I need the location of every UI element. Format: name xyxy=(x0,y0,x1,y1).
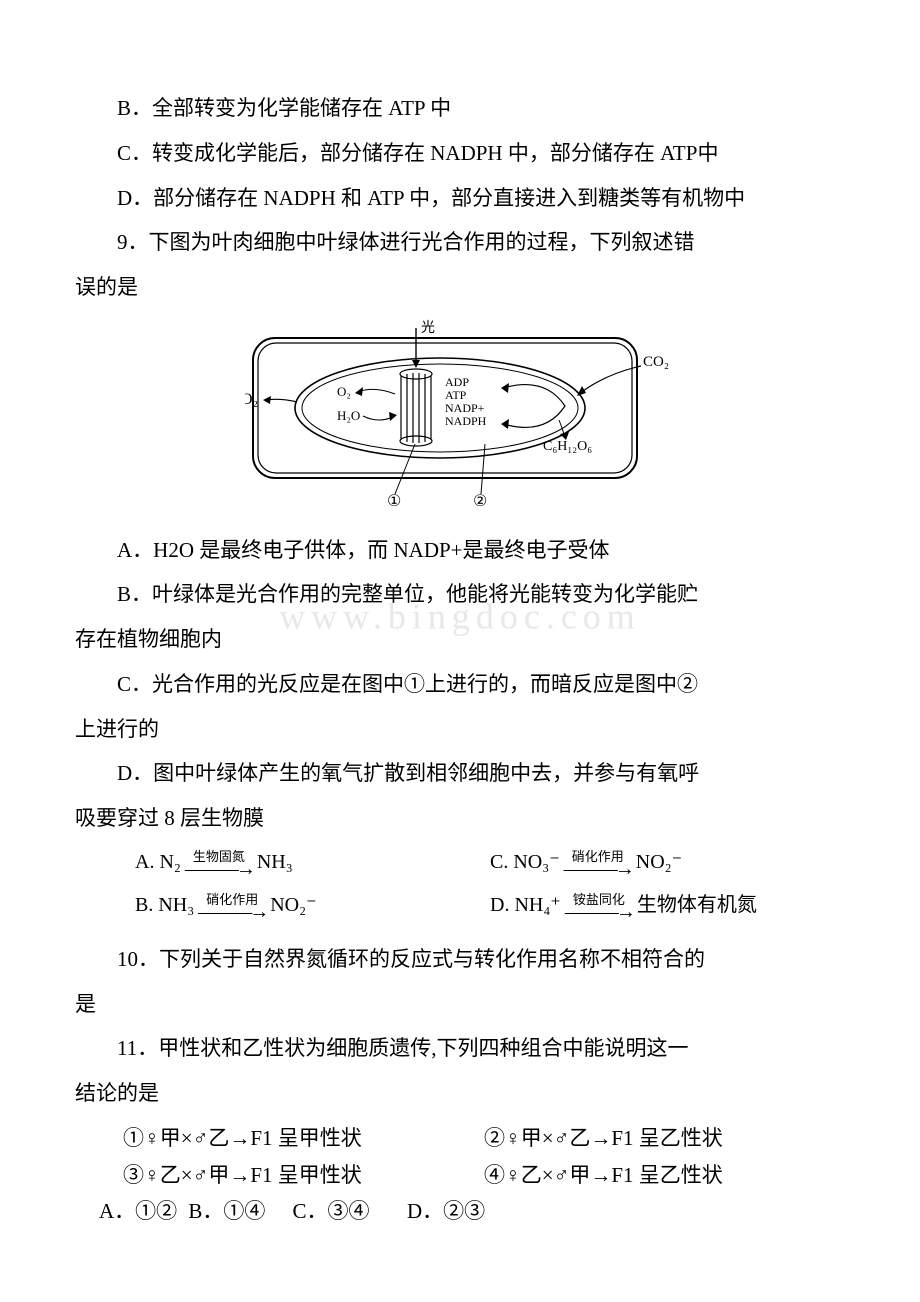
label-glucose: C₆H₁₂O₆ xyxy=(543,439,592,454)
q10-stem-line1: 10．下列关于自然界氮循环的反应式与转化作用名称不相符合的 xyxy=(75,941,845,978)
q9-diagram: 光 O₂ O₂ H₂O ADP ATP NADP+ NADPH CO₂ C₆H₁… xyxy=(75,316,845,518)
q8-option-c: C．转变成化学能后，部分储存在 NADPH 中，部分储存在 ATP中 xyxy=(75,135,845,172)
q9-option-c-line2: 上进行的 xyxy=(75,711,845,748)
q11-stem-line2: 结论的是 xyxy=(75,1075,845,1112)
label-circ2: ② xyxy=(473,493,487,506)
q10-options-grid: A. N₂ 生物固氮 ———→ NH₃ C. NO₃⁻ 硝化作用 ———→ NO… xyxy=(135,845,845,931)
label-atp: ATP xyxy=(445,388,467,402)
q11-answer-row: A．①② B．①④ C．③④ D．②③ xyxy=(99,1193,845,1230)
label-nadp: NADP+ xyxy=(445,401,485,415)
q11-opt2: ②♀甲×♂乙→F1 呈乙性状 xyxy=(484,1120,845,1157)
q10-option-d: D. NH₄⁺ 铵盐同化 ———→ 生物体有机氮 xyxy=(490,888,845,923)
q9-option-b-line2: 存在植物细胞内 xyxy=(75,621,845,658)
q10-b-left: B. NH₃ xyxy=(135,888,194,923)
q9-option-d-line2: 吸要穿过 8 层生物膜 xyxy=(75,800,845,837)
arrow-icon: 硝化作用 ———→ xyxy=(198,891,266,920)
q10-a-left: A. N₂ xyxy=(135,845,181,880)
q11-opt1: ①♀甲×♂乙→F1 呈甲性状 xyxy=(123,1120,484,1157)
q10-option-c: C. NO₃⁻ 硝化作用 ———→ NO₂⁻ xyxy=(490,845,845,880)
q10-c-right: NO₂⁻ xyxy=(636,845,682,880)
label-co2: CO₂ xyxy=(643,354,669,370)
q10-a-right: NH₃ xyxy=(257,845,293,880)
label-o2-in: O₂ xyxy=(337,384,351,399)
q11-options-grid: ①♀甲×♂乙→F1 呈甲性状 ②♀甲×♂乙→F1 呈乙性状 ③♀乙×♂甲→F1 … xyxy=(123,1120,845,1194)
q11-ans-d: D．②③ xyxy=(407,1199,485,1223)
q10-d-right: 生物体有机氮 xyxy=(637,888,757,923)
q10-c-left: C. NO₃⁻ xyxy=(490,845,560,880)
q9-option-d-line1: D．图中叶绿体产生的氧气扩散到相邻细胞中去，并参与有氧呼 xyxy=(75,755,845,792)
q10-d-left: D. NH₄⁺ xyxy=(490,888,561,923)
q8-option-b: B．全部转变为化学能储存在 ATP 中 xyxy=(75,90,845,127)
arrow-icon: 硝化作用 ———→ xyxy=(564,848,632,877)
q9-stem-line2: 误的是 xyxy=(75,269,845,306)
label-h2o: H₂O xyxy=(337,408,360,423)
q9-option-b-line1: B．叶绿体是光合作用的完整单位，他能将光能转变为化学能贮 xyxy=(75,576,845,613)
q9-option-c-line1: C．光合作用的光反应是在图中①上进行的，而暗反应是图中② xyxy=(75,666,845,703)
q11-opt4: ④♀乙×♂甲→F1 呈乙性状 xyxy=(484,1157,845,1194)
q11-opt3: ③♀乙×♂甲→F1 呈甲性状 xyxy=(123,1157,484,1194)
q10-option-b: B. NH₃ 硝化作用 ———→ NO₂⁻ xyxy=(135,888,490,923)
q10-option-a: A. N₂ 生物固氮 ———→ NH₃ xyxy=(135,845,490,880)
q11-ans-c: C．③④ xyxy=(292,1199,369,1223)
label-o2-left: O₂ xyxy=(245,391,258,408)
label-light: 光 xyxy=(421,320,435,336)
q10-b-right: NO₂⁻ xyxy=(270,888,316,923)
q11-ans-b: B．①④ xyxy=(188,1199,265,1223)
q11-stem-line1: 11．甲性状和乙性状为细胞质遗传,下列四种组合中能说明这一 xyxy=(75,1030,845,1067)
arrow-icon: 生物固氮 ———→ xyxy=(185,848,253,877)
q9-stem-line1: 9．下图为叶肉细胞中叶绿体进行光合作用的过程，下列叙述错 xyxy=(75,224,845,261)
q9-option-a: A．H2O 是最终电子供体，而 NADP+是最终电子受体 xyxy=(75,532,845,569)
q11-ans-a: A．①② xyxy=(99,1199,177,1223)
q10-stem-line2: 是 xyxy=(75,986,845,1023)
label-adp: ADP xyxy=(445,375,469,389)
q8-option-d: D．部分储存在 NADPH 和 ATP 中，部分直接进入到糖类等有机物中 xyxy=(75,180,845,217)
arrow-icon: 铵盐同化 ———→ xyxy=(565,891,633,920)
label-nadph: NADPH xyxy=(445,414,487,428)
label-circ1: ① xyxy=(387,493,401,506)
